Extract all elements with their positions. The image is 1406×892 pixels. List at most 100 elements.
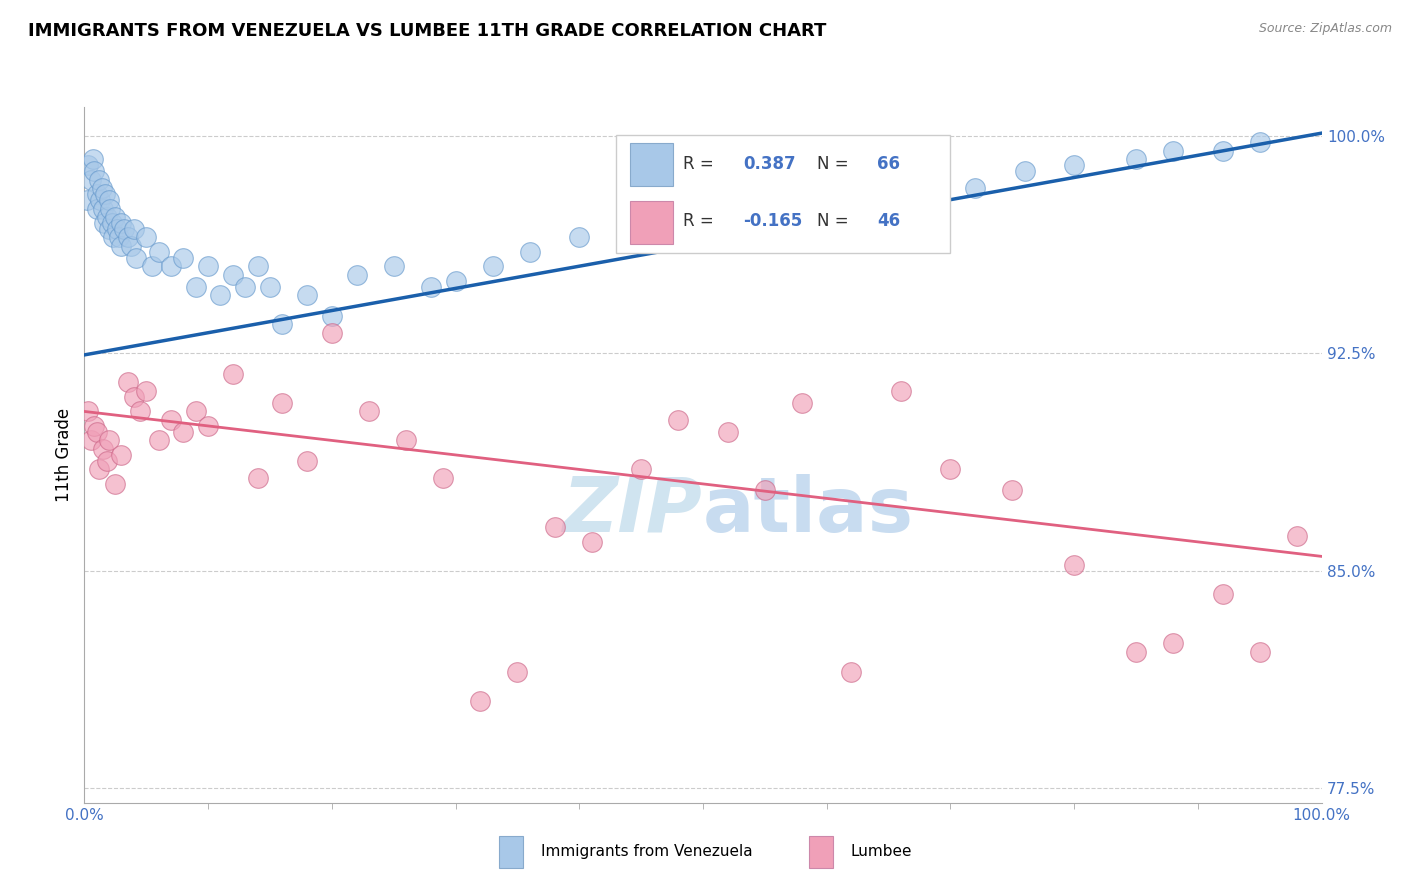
Point — [86, 425, 108, 439]
Point — [295, 288, 318, 302]
Point — [1161, 636, 1184, 650]
Point — [790, 216, 813, 230]
Text: -0.165: -0.165 — [744, 212, 803, 230]
Point — [357, 404, 380, 418]
Text: 66: 66 — [877, 155, 900, 173]
Point — [233, 280, 256, 294]
Text: atlas: atlas — [703, 474, 914, 548]
Point — [890, 384, 912, 399]
Point — [222, 268, 245, 282]
Point — [295, 454, 318, 468]
Point — [543, 520, 565, 534]
Y-axis label: 11th Grade: 11th Grade — [55, 408, 73, 502]
Point — [481, 260, 503, 274]
Point — [271, 318, 294, 332]
Text: Immigrants from Venezuela: Immigrants from Venezuela — [541, 845, 754, 859]
Point — [841, 665, 863, 680]
Point — [98, 202, 121, 216]
Point — [76, 193, 98, 207]
Point — [125, 251, 148, 265]
Point — [395, 434, 418, 448]
Point — [93, 216, 115, 230]
Point — [321, 326, 343, 341]
Point — [108, 230, 131, 244]
Point — [105, 222, 128, 236]
Point — [271, 396, 294, 410]
Point — [122, 222, 145, 236]
Point — [98, 222, 121, 236]
Point — [110, 239, 132, 253]
Point — [98, 434, 121, 448]
Point — [98, 193, 121, 207]
Point — [117, 230, 139, 244]
Point — [104, 211, 127, 225]
Point — [172, 425, 194, 439]
Point — [222, 367, 245, 381]
Point — [184, 404, 207, 418]
Point — [617, 216, 640, 230]
Point — [94, 187, 117, 202]
Point — [89, 462, 111, 476]
Point — [1161, 144, 1184, 158]
Point — [666, 413, 689, 427]
Point — [1285, 529, 1308, 543]
Point — [91, 442, 114, 457]
Point — [135, 230, 157, 244]
Point — [581, 535, 603, 549]
FancyBboxPatch shape — [616, 135, 950, 253]
Point — [877, 187, 900, 202]
Point — [1212, 587, 1234, 601]
Point — [790, 396, 813, 410]
Point — [346, 268, 368, 282]
Point — [184, 280, 207, 294]
Point — [160, 260, 183, 274]
Point — [79, 434, 101, 448]
Point — [209, 288, 232, 302]
Point — [1249, 135, 1271, 149]
Point — [172, 251, 194, 265]
Text: IMMIGRANTS FROM VENEZUELA VS LUMBEE 11TH GRADE CORRELATION CHART: IMMIGRANTS FROM VENEZUELA VS LUMBEE 11TH… — [28, 22, 827, 40]
Point — [160, 413, 183, 427]
Text: R =: R = — [683, 155, 720, 173]
Point — [939, 462, 962, 476]
Point — [1063, 558, 1085, 573]
Point — [1212, 144, 1234, 158]
Text: 46: 46 — [877, 212, 900, 230]
Point — [470, 694, 492, 708]
Text: Source: ZipAtlas.com: Source: ZipAtlas.com — [1258, 22, 1392, 36]
Point — [91, 202, 114, 216]
Point — [135, 384, 157, 399]
Point — [914, 172, 936, 186]
Point — [1014, 164, 1036, 178]
Text: R =: R = — [683, 212, 720, 230]
Text: ZIP: ZIP — [564, 474, 703, 548]
Point — [117, 376, 139, 390]
Point — [568, 230, 591, 244]
Point — [96, 454, 118, 468]
Point — [1249, 645, 1271, 659]
Point — [120, 239, 142, 253]
FancyBboxPatch shape — [630, 143, 673, 186]
Point — [101, 230, 124, 244]
Point — [630, 462, 652, 476]
Point — [86, 187, 108, 202]
Point — [96, 211, 118, 225]
Point — [1001, 483, 1024, 497]
Point — [246, 260, 269, 274]
Point — [110, 448, 132, 462]
Point — [1125, 153, 1147, 167]
Point — [666, 230, 689, 244]
Point — [841, 193, 863, 207]
Point — [77, 404, 100, 418]
Point — [141, 260, 163, 274]
Point — [717, 425, 740, 439]
Point — [259, 280, 281, 294]
Point — [419, 280, 441, 294]
Point — [246, 471, 269, 485]
Point — [148, 245, 170, 260]
Point — [506, 665, 529, 680]
Point — [148, 434, 170, 448]
Point — [754, 483, 776, 497]
Point — [129, 404, 152, 418]
Point — [83, 419, 105, 434]
